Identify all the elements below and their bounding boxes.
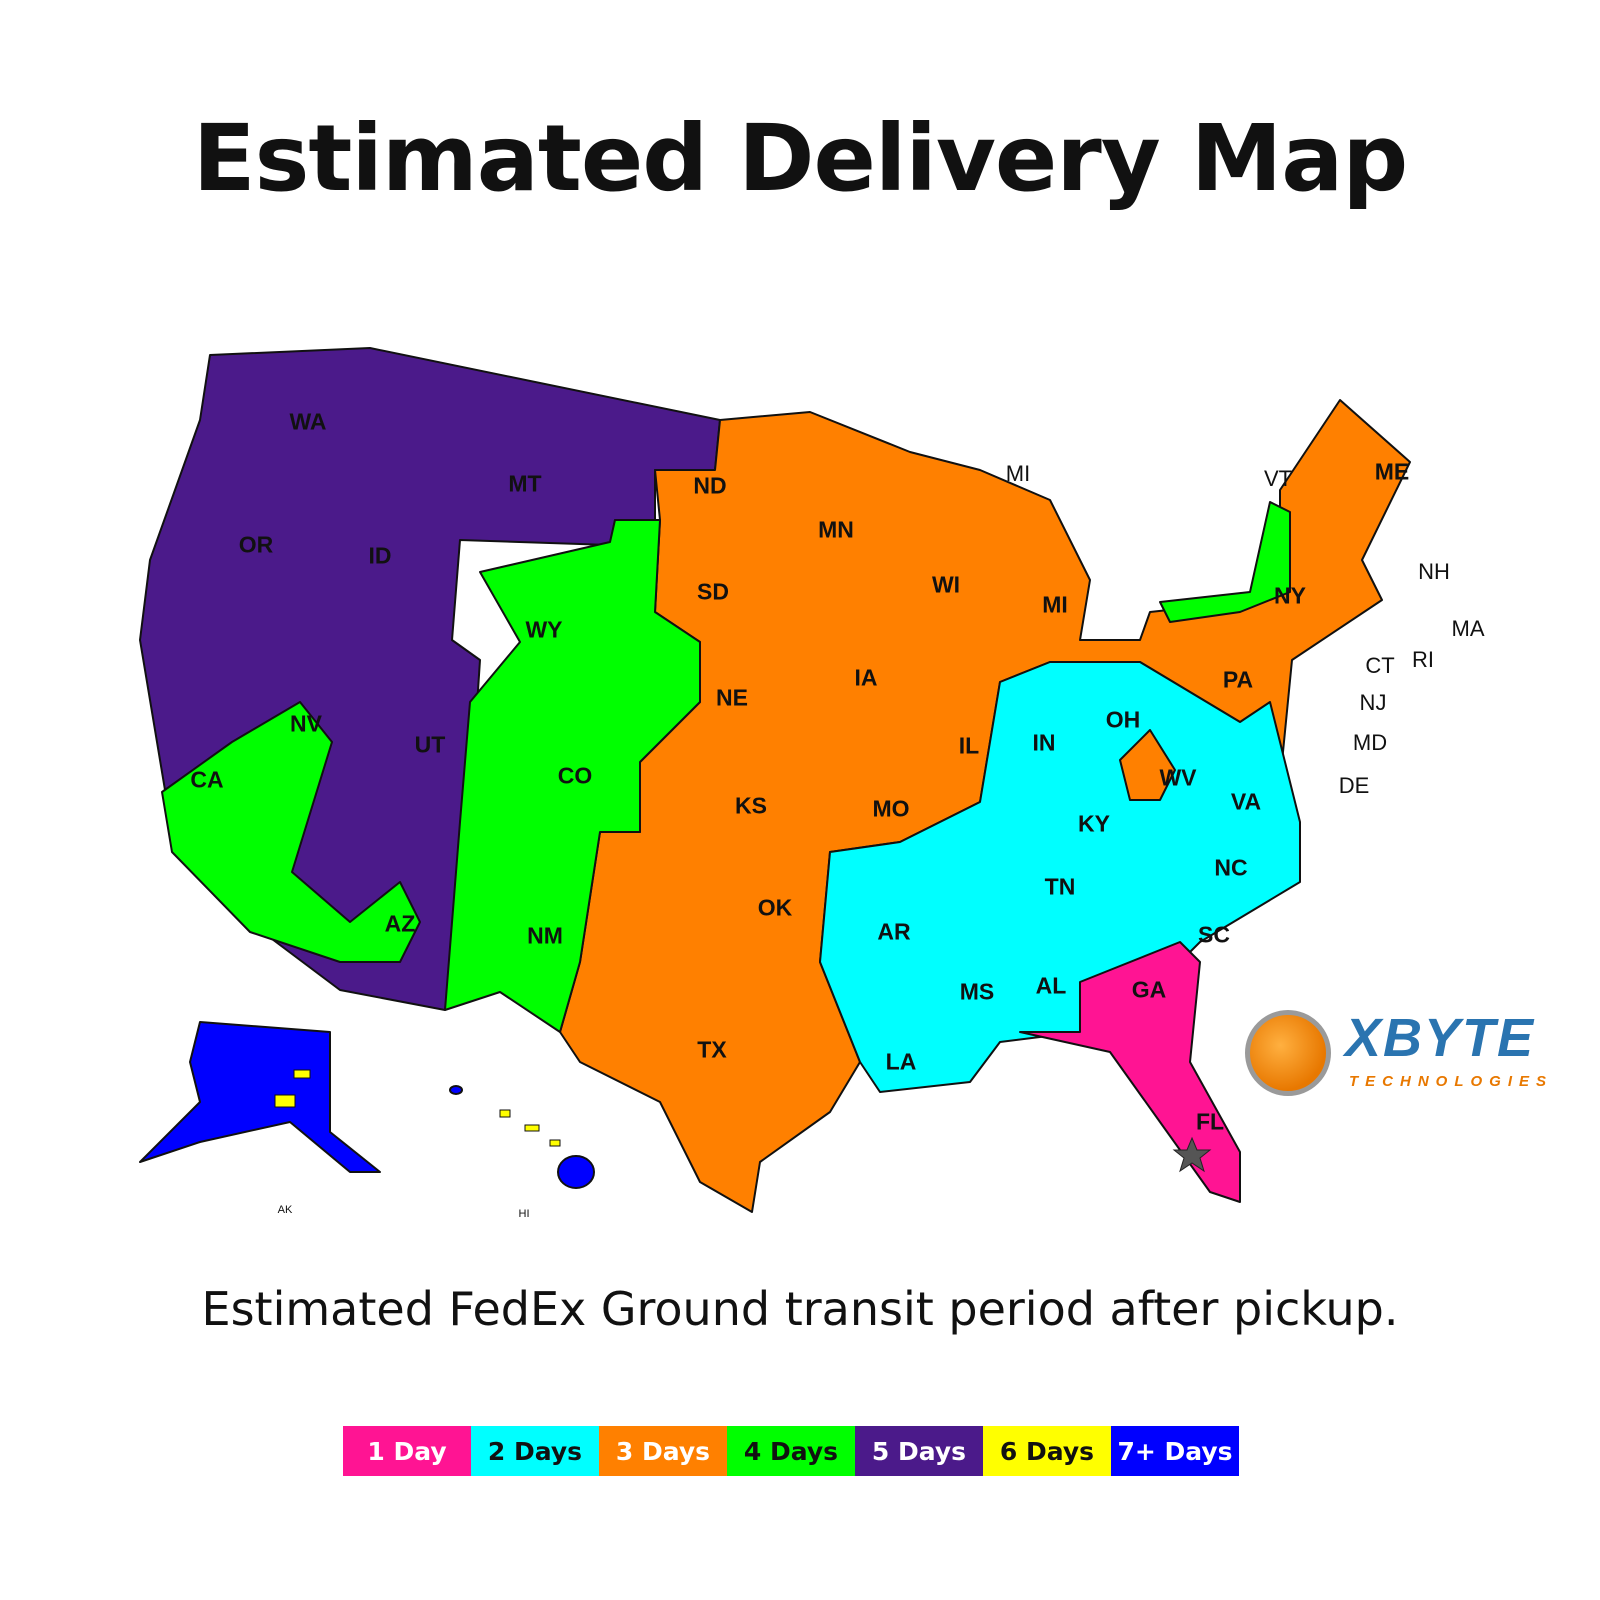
star-icon bbox=[1172, 1136, 1212, 1173]
region-6-days-ak-1 bbox=[293, 1069, 311, 1079]
legend-item-4-days: 4 Days bbox=[727, 1426, 855, 1476]
legend-item-7-plus-days: 7+ Days bbox=[1111, 1426, 1239, 1476]
legend-item-3-days: 3 Days bbox=[599, 1426, 727, 1476]
region-3-days-wv bbox=[1119, 729, 1176, 801]
state-label: CT bbox=[1365, 653, 1395, 678]
page-title: Estimated Delivery Map bbox=[192, 105, 1408, 212]
legend-item-6-days: 6 Days bbox=[983, 1426, 1111, 1476]
region-4-days-west bbox=[161, 701, 421, 963]
state-label: OH bbox=[1105, 706, 1141, 733]
state-label: OK bbox=[757, 894, 793, 921]
state-label: VT bbox=[1263, 466, 1293, 491]
state-label: KS bbox=[735, 792, 767, 819]
region-6-days-ak-2 bbox=[274, 1094, 296, 1108]
state-label: MI bbox=[1042, 591, 1068, 618]
state-label: MT bbox=[508, 470, 542, 497]
state-label: VA bbox=[1230, 788, 1262, 815]
state-label: NM bbox=[527, 922, 563, 949]
region-1-day bbox=[1019, 941, 1241, 1203]
state-label: MA bbox=[1451, 616, 1485, 641]
map-subtitle: Estimated FedEx Ground transit period af… bbox=[201, 1282, 1399, 1336]
state-label: SC bbox=[1198, 921, 1230, 948]
state-label: NV bbox=[290, 710, 322, 737]
legend-item-5-days: 5 Days bbox=[855, 1426, 983, 1476]
region-7-days-alaska bbox=[139, 1021, 381, 1173]
state-label: HI bbox=[518, 1208, 530, 1220]
region-7-days-hawaii-small bbox=[449, 1085, 463, 1095]
state-label: WA bbox=[289, 408, 327, 435]
state-label: MO bbox=[872, 795, 910, 822]
state-label: NE bbox=[716, 684, 748, 711]
legend-item-2-days: 2 Days bbox=[471, 1426, 599, 1476]
state-label: PA bbox=[1222, 666, 1254, 693]
region-6-days-hi-1 bbox=[499, 1109, 511, 1118]
region-6-days-hi-3 bbox=[549, 1139, 561, 1147]
state-label: IN bbox=[1032, 729, 1056, 756]
state-label: AZ bbox=[384, 910, 416, 937]
state-label: AK bbox=[277, 1204, 293, 1216]
state-label: TX bbox=[697, 1036, 727, 1063]
logo-badge-icon bbox=[1245, 1010, 1331, 1096]
state-label: CA bbox=[190, 766, 224, 793]
region-7-days-hawaii bbox=[557, 1155, 595, 1189]
state-label: AL bbox=[1035, 972, 1067, 999]
state-label: MN bbox=[818, 516, 854, 543]
legend: 1 Day 2 Days 3 Days 4 Days 5 Days 6 Days… bbox=[343, 1426, 1239, 1476]
state-label: ME bbox=[1374, 458, 1410, 485]
state-label: CO bbox=[557, 762, 593, 789]
legend-item-1-day: 1 Day bbox=[343, 1426, 471, 1476]
state-label: ID bbox=[368, 542, 392, 569]
state-label: NH bbox=[1418, 559, 1450, 584]
state-label: IA bbox=[854, 664, 878, 691]
region-4-days-central bbox=[444, 519, 701, 1033]
state-label: KY bbox=[1078, 810, 1110, 837]
logo-tagline: TECHNOLOGIES bbox=[1349, 1073, 1554, 1090]
state-label: SD bbox=[697, 578, 729, 605]
state-label: OR bbox=[238, 531, 274, 558]
state-label: RI bbox=[1412, 647, 1434, 672]
state-label: GA bbox=[1131, 976, 1167, 1003]
state-label: ND bbox=[693, 472, 727, 499]
state-label: NC bbox=[1214, 854, 1248, 881]
state-label: WV bbox=[1159, 764, 1197, 791]
state-label: NY bbox=[1274, 582, 1306, 609]
state-label: WY bbox=[525, 616, 563, 643]
region-6-days-hi-2 bbox=[524, 1124, 540, 1132]
state-label: WI bbox=[931, 571, 961, 598]
state-label: DE bbox=[1338, 773, 1370, 798]
state-label: FL bbox=[1195, 1108, 1225, 1135]
state-label: MD bbox=[1352, 730, 1388, 755]
region-4-days-ny bbox=[1159, 501, 1291, 623]
state-label: NJ bbox=[1359, 690, 1387, 715]
state-label: IL bbox=[958, 732, 980, 759]
state-label: MI bbox=[1005, 461, 1031, 486]
state-label: AR bbox=[877, 918, 911, 945]
state-label: TN bbox=[1044, 873, 1076, 900]
state-label: MS bbox=[959, 978, 995, 1005]
xbyte-logo: XBYTE TECHNOLOGIES bbox=[1245, 1005, 1585, 1105]
logo-brand: XBYTE bbox=[1345, 1008, 1536, 1068]
state-label: LA bbox=[885, 1048, 917, 1075]
state-label: UT bbox=[414, 731, 446, 758]
